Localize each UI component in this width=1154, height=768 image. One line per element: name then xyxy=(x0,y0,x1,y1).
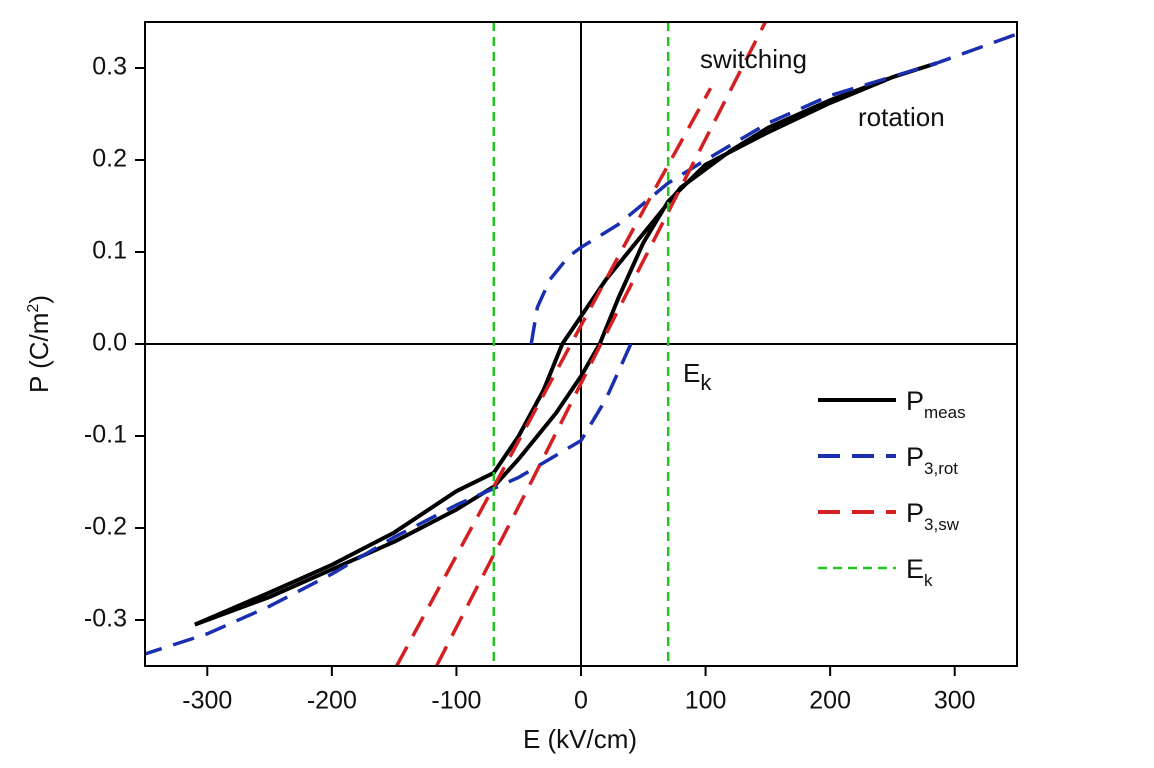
legend-label-main: P xyxy=(906,498,924,528)
y-axis-label-sup: 2 xyxy=(25,304,42,313)
plot-area xyxy=(144,21,1018,667)
x-tick-label: 300 xyxy=(934,687,976,715)
annotation-main: E xyxy=(683,358,700,388)
legend-label-main: P xyxy=(906,442,924,472)
y-axis-label: P (C/m2) xyxy=(24,295,54,393)
x-tick-label: -300 xyxy=(182,687,232,715)
x-axis-label: E (kV/cm) xyxy=(523,724,637,754)
annotation: rotation xyxy=(858,102,945,132)
x-tick-label: -200 xyxy=(307,687,357,715)
y-tick-label: -0.2 xyxy=(84,513,127,541)
legend-label: P3,rot xyxy=(906,442,958,478)
x-tick-label: 200 xyxy=(809,687,851,715)
x-tick-label: -100 xyxy=(431,687,481,715)
series-line xyxy=(395,21,767,667)
y-tick-label: 0.1 xyxy=(92,237,127,265)
x-tick-label: 100 xyxy=(685,687,727,715)
legend-label-sub: 3,rot xyxy=(924,459,958,478)
legend-label: Ek xyxy=(906,554,933,590)
legend-label-sub: meas xyxy=(924,403,966,422)
legend-label: P3,sw xyxy=(906,498,960,534)
y-tick-label: -0.1 xyxy=(84,421,127,449)
y-axis-label-main: P (C/m xyxy=(24,313,54,393)
y-axis-label-end: ) xyxy=(24,295,54,304)
y-tick-label: 0.0 xyxy=(92,329,127,357)
series-line xyxy=(144,32,1018,656)
legend-label-sub: 3,sw xyxy=(924,515,960,534)
annotation-sub: k xyxy=(700,370,712,395)
annotation: switching xyxy=(700,44,807,74)
legend-label-sub: k xyxy=(924,571,933,590)
y-tick-label: 0.2 xyxy=(92,145,127,173)
x-tick-label: 0 xyxy=(574,687,588,715)
legend-label: Pmeas xyxy=(906,386,966,422)
y-tick-label: -0.3 xyxy=(84,605,127,633)
legend-label-main: E xyxy=(906,554,924,584)
legend-label-main: P xyxy=(906,386,924,416)
annotation: Ek xyxy=(683,358,712,395)
y-tick-label: 0.3 xyxy=(92,53,127,81)
